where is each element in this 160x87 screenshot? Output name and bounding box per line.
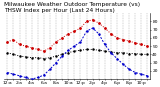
Text: Milwaukee Weather Outdoor Temperature (vs) THSW Index per Hour (Last 24 Hours): Milwaukee Weather Outdoor Temperature (v… xyxy=(4,2,140,13)
